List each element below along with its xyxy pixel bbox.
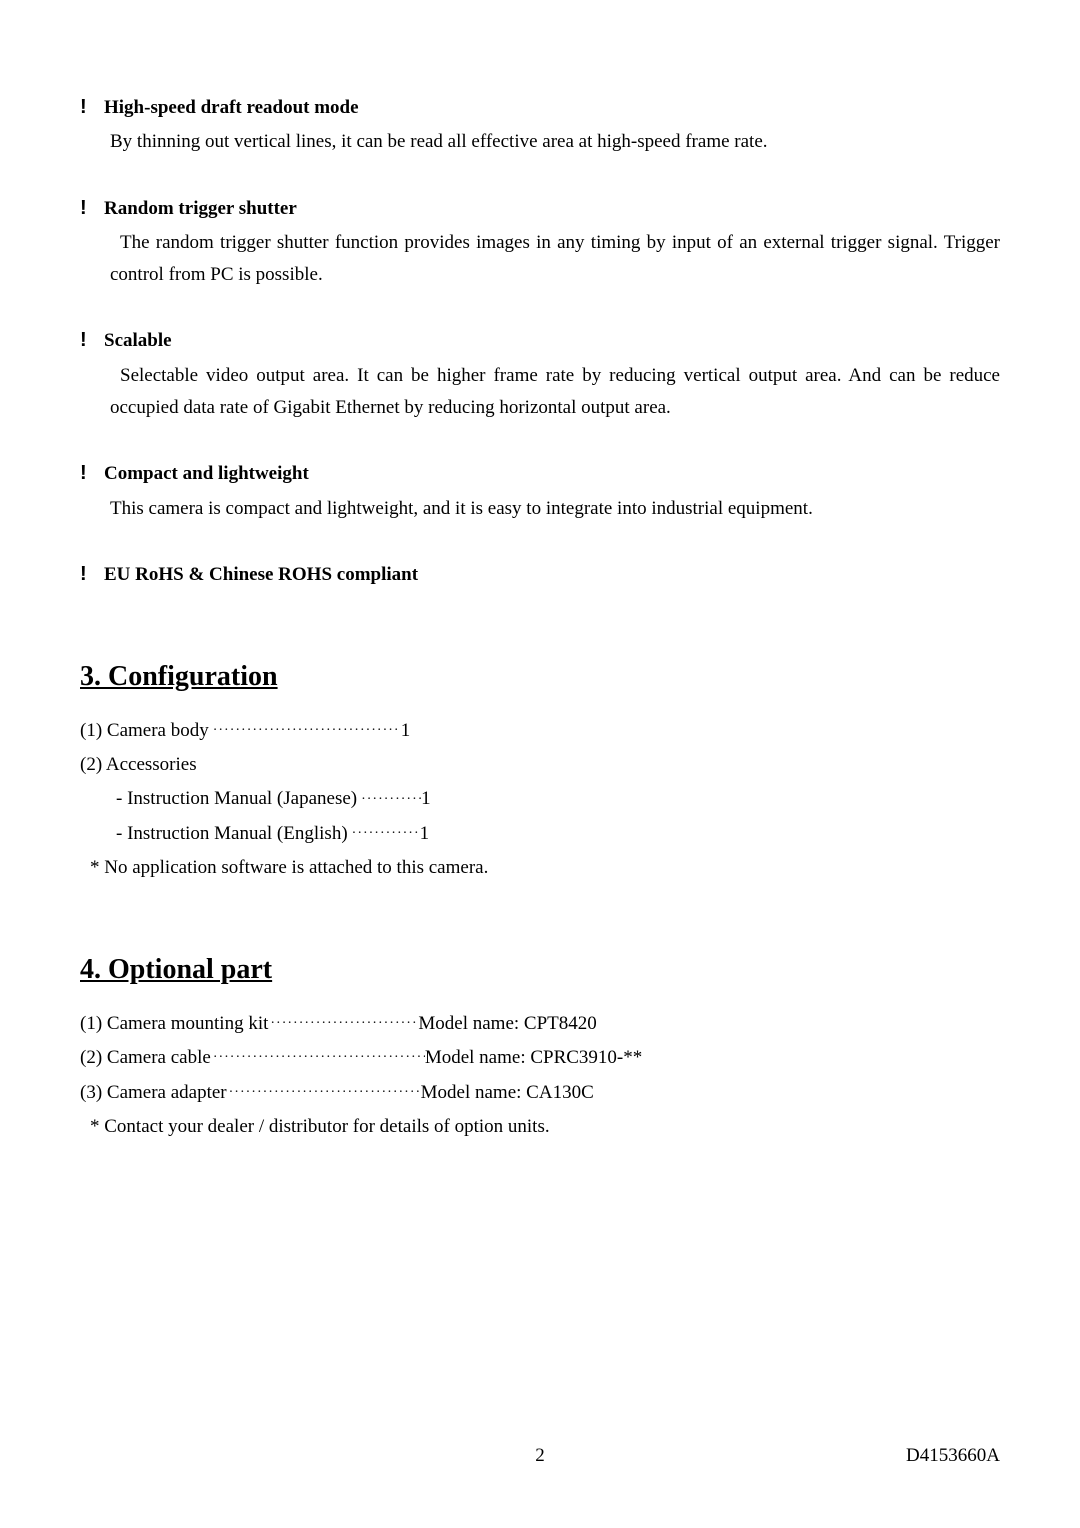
feature-body: Selectable video output area. It can be … xyxy=(110,360,1000,425)
feature-title: Random trigger shutter xyxy=(104,193,297,225)
feature-item: ! Random trigger shutter The random trig… xyxy=(80,191,1000,292)
config-label: (1) Camera body xyxy=(80,715,209,747)
feature-item: ! EU RoHS & Chinese ROHS compliant xyxy=(80,557,1000,591)
feature-body: The random trigger shutter function prov… xyxy=(110,227,1000,292)
config-label: (2) Accessories xyxy=(80,749,197,781)
optional-item: (3) Camera adapter ·····················… xyxy=(80,1077,1000,1109)
document-id: D4153660A xyxy=(906,1440,1000,1472)
config-sub-item: - Instruction Manual (English) ·········… xyxy=(116,818,1000,850)
page-number: 2 xyxy=(535,1440,545,1472)
config-item: (1) Camera body ························… xyxy=(80,715,1000,747)
section-4-body: (1) Camera mounting kit ················… xyxy=(80,1008,1000,1143)
section-3-note: * No application software is attached to… xyxy=(90,852,1000,884)
feature-body: By thinning out vertical lines, it can b… xyxy=(110,126,1000,158)
leader-dots: ······································· xyxy=(227,1081,421,1105)
page-footer: . 2 D4153660A xyxy=(0,1440,1080,1472)
optional-item: (2) Camera cable ·······················… xyxy=(80,1042,1000,1074)
feature-title: Compact and lightweight xyxy=(104,458,309,490)
feature-title: High-speed draft readout mode xyxy=(104,92,359,124)
feature-title: EU RoHS & Chinese ROHS compliant xyxy=(104,559,418,591)
leader-dots: ········································… xyxy=(211,1046,425,1070)
section-4-note: * Contact your dealer / distributor for … xyxy=(90,1111,1000,1143)
feature-item: ! High-speed draft readout mode By thinn… xyxy=(80,90,1000,159)
leader-dots: ·············· xyxy=(348,822,420,846)
config-value: 1 xyxy=(421,783,431,815)
config-sub-item: - Instruction Manual (Japanese) ········… xyxy=(116,783,1000,815)
feature-body: This camera is compact and lightweight, … xyxy=(110,493,1000,525)
optional-label: (3) Camera adapter xyxy=(80,1077,227,1109)
optional-value: Model name: CA130C xyxy=(421,1077,594,1109)
config-value: 1 xyxy=(420,818,430,850)
config-label: - Instruction Manual (English) xyxy=(116,818,348,850)
feature-bullet: ! xyxy=(80,557,104,591)
leader-dots: ············· xyxy=(357,788,421,812)
feature-bullet: ! xyxy=(80,191,104,225)
optional-value: Model name: CPRC3910-** xyxy=(425,1042,642,1074)
section-3-body: (1) Camera body ························… xyxy=(80,715,1000,884)
leader-dots: ······························ xyxy=(268,1012,418,1036)
optional-value: Model name: CPT8420 xyxy=(418,1008,596,1040)
feature-item: ! Scalable Selectable video output area.… xyxy=(80,323,1000,424)
feature-bullet: ! xyxy=(80,456,104,490)
optional-label: (1) Camera mounting kit xyxy=(80,1008,268,1040)
feature-item: ! Compact and lightweight This camera is… xyxy=(80,456,1000,525)
config-label: - Instruction Manual (Japanese) xyxy=(116,783,357,815)
config-value: 1 xyxy=(401,715,411,747)
optional-label: (2) Camera cable xyxy=(80,1042,211,1074)
feature-bullet: ! xyxy=(80,323,104,357)
section-3-title: 3. Configuration xyxy=(80,653,1000,701)
feature-bullet: ! xyxy=(80,90,104,124)
leader-dots: ······································ xyxy=(209,719,401,743)
feature-title: Scalable xyxy=(104,325,172,357)
section-4-title: 4. Optional part xyxy=(80,946,1000,994)
features-block: ! High-speed draft readout mode By thinn… xyxy=(80,90,1000,591)
optional-item: (1) Camera mounting kit ················… xyxy=(80,1008,1000,1040)
config-item: (2) Accessories xyxy=(80,749,1000,781)
